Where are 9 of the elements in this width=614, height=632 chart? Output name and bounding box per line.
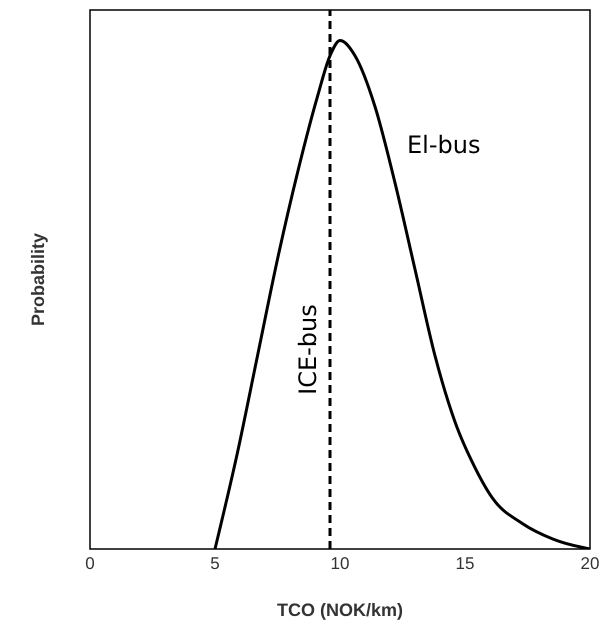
series-label: El-bus xyxy=(407,130,480,159)
ref-line-label: ICE-bus xyxy=(294,304,322,395)
x-tick-label: 20 xyxy=(580,554,600,574)
y-axis-title: Probability xyxy=(28,232,48,326)
x-tick-label: 10 xyxy=(330,554,350,574)
x-tick-label: 5 xyxy=(210,554,220,574)
x-tick-label: 15 xyxy=(456,554,474,574)
x-axis-title: TCO (NOK/km) xyxy=(277,600,404,620)
x-tick-label: 0 xyxy=(85,554,95,574)
